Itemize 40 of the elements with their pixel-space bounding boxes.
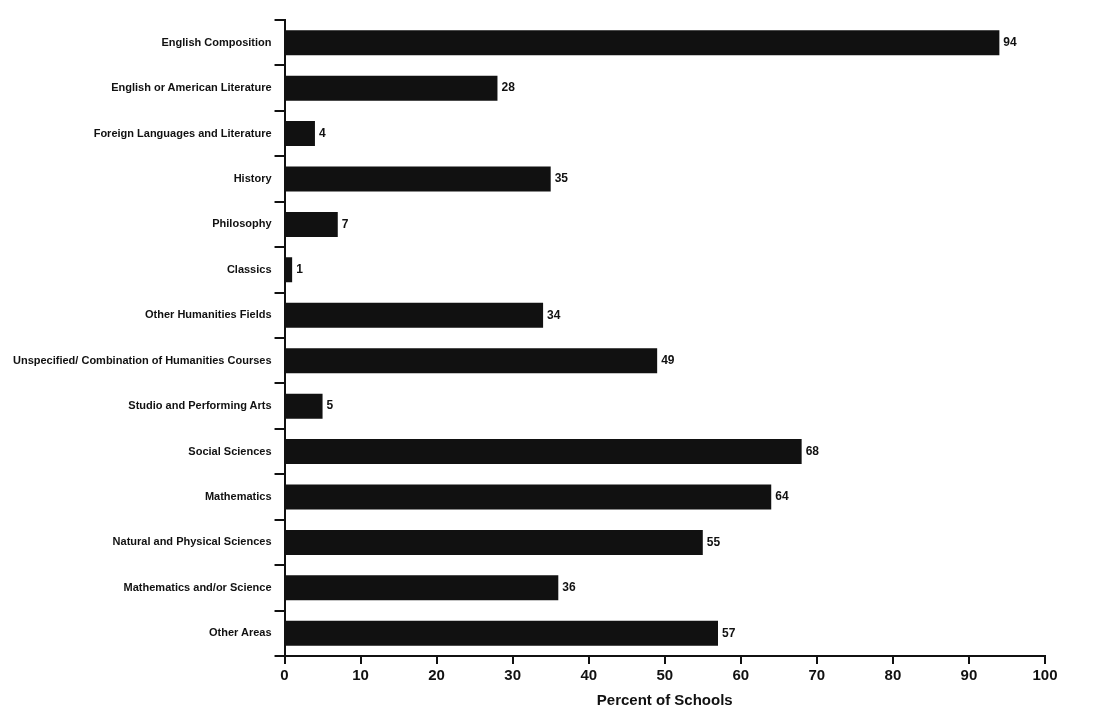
y-tick-label: English Composition [161,35,272,48]
y-tick-label: Unspecified/ Combination of Humanities Courses [12,353,272,366]
data-label: 7 [341,216,349,231]
y-tick-label: Classics [226,262,272,275]
y-tick-label: Mathematics and/or Science [123,580,272,593]
y-tick-label: English or American Literature [111,81,272,94]
y-tick-label: Philosophy [212,217,273,230]
x-tick-label: 70 [808,666,826,684]
y-tick-label: Studio and Performing Arts [128,399,272,412]
x-tick-label: 0 [280,666,289,684]
y-tick-label: Other Humanities Fields [145,308,272,321]
x-tick-label: 80 [884,666,902,684]
data-label: 28 [501,80,516,95]
x-axis-title: Percent of Schools [596,691,733,709]
y-tick-label: History [233,172,273,185]
data-label: 57 [722,625,736,640]
x-tick-label: 20 [428,666,445,684]
data-label: 34 [547,307,561,322]
x-tick-label: 10 [352,666,369,684]
data-label: 1 [296,262,304,277]
data-label: 5 [326,398,334,413]
y-tick-label: Other Areas [208,626,272,639]
data-label: 64 [775,489,789,504]
x-tick-label: 90 [960,666,978,684]
data-label: 94 [1003,35,1018,50]
data-label: 36 [562,580,576,595]
x-tick-label: 40 [580,666,598,684]
y-tick-label: Social Sciences [188,444,272,457]
y-tick-label: Foreign Languages and Literature [93,126,272,139]
x-tick-label: 30 [504,666,522,684]
data-label: 55 [706,534,721,549]
data-label: 4 [318,125,326,140]
x-tick-label: 100 [1032,666,1058,684]
y-tick-label: Natural and Physical Sciences [112,535,272,548]
data-label: 49 [661,353,675,368]
x-tick-label: 60 [732,666,750,684]
data-label: 35 [554,171,569,186]
x-tick-label: 50 [656,666,674,684]
y-tick-label: Mathematics [204,490,272,503]
data-label: 68 [805,443,820,458]
